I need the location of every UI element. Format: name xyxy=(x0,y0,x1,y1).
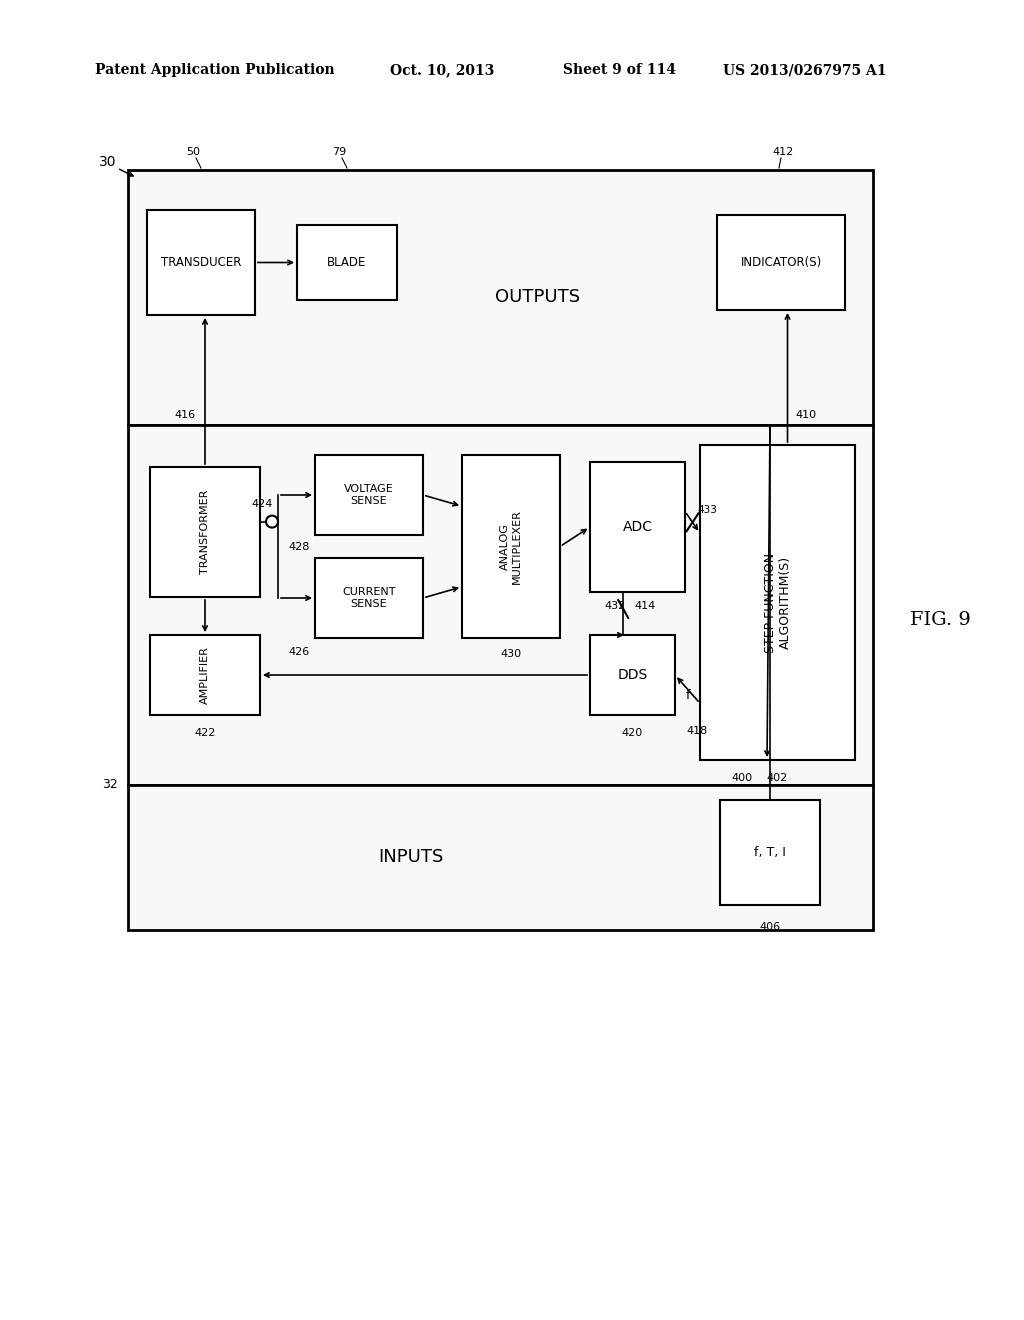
Text: 402: 402 xyxy=(767,774,788,783)
Text: 430: 430 xyxy=(501,649,521,659)
Text: 433: 433 xyxy=(697,506,718,515)
Text: Patent Application Publication: Patent Application Publication xyxy=(95,63,335,77)
Bar xyxy=(128,785,873,931)
Bar xyxy=(128,425,873,785)
Text: AMPLIFIER: AMPLIFIER xyxy=(200,645,210,704)
Bar xyxy=(700,445,855,760)
Text: 50: 50 xyxy=(186,147,200,157)
Text: 410: 410 xyxy=(795,411,816,420)
Bar xyxy=(590,635,675,715)
Text: INPUTS: INPUTS xyxy=(379,849,443,866)
Text: CURRENT
SENSE: CURRENT SENSE xyxy=(342,587,395,609)
Bar xyxy=(150,635,260,715)
Text: 79: 79 xyxy=(332,147,346,157)
Bar xyxy=(720,800,820,906)
Bar xyxy=(462,455,560,638)
Text: STEP FUNCTION
ALGORITHM(S): STEP FUNCTION ALGORITHM(S) xyxy=(764,553,792,652)
Bar xyxy=(297,224,397,300)
Text: 422: 422 xyxy=(195,729,216,738)
Text: 416: 416 xyxy=(174,411,196,420)
Text: f, T, I: f, T, I xyxy=(754,846,786,859)
Text: 420: 420 xyxy=(622,729,643,738)
Bar xyxy=(128,170,873,425)
Bar xyxy=(590,462,685,591)
Bar xyxy=(717,215,845,310)
Text: 400: 400 xyxy=(731,774,753,783)
Text: Oct. 10, 2013: Oct. 10, 2013 xyxy=(390,63,495,77)
Text: BLADE: BLADE xyxy=(328,256,367,269)
Text: DDS: DDS xyxy=(617,668,647,682)
Bar xyxy=(150,467,260,597)
Text: 428: 428 xyxy=(289,543,310,552)
Text: f: f xyxy=(686,689,690,702)
Text: Sheet 9 of 114: Sheet 9 of 114 xyxy=(563,63,676,77)
Text: FIG. 9: FIG. 9 xyxy=(909,611,971,630)
Text: 406: 406 xyxy=(760,921,780,932)
Text: 418: 418 xyxy=(686,726,708,737)
Text: VOLTAGE
SENSE: VOLTAGE SENSE xyxy=(344,484,394,506)
Text: 414: 414 xyxy=(635,601,656,611)
Text: INDICATOR(S): INDICATOR(S) xyxy=(740,256,821,269)
Text: TRANSDUCER: TRANSDUCER xyxy=(161,256,242,269)
Text: ADC: ADC xyxy=(623,520,652,535)
Bar xyxy=(315,558,423,638)
Text: 32: 32 xyxy=(102,779,118,792)
Text: 424: 424 xyxy=(251,499,272,508)
Text: 412: 412 xyxy=(772,147,794,157)
Text: US 2013/0267975 A1: US 2013/0267975 A1 xyxy=(723,63,887,77)
Text: 432: 432 xyxy=(604,601,626,611)
Text: TRANSFORMER: TRANSFORMER xyxy=(200,490,210,574)
Bar xyxy=(147,210,255,315)
Text: 30: 30 xyxy=(99,154,117,169)
Bar xyxy=(315,455,423,535)
Text: ANALOG
MULTIPLEXER: ANALOG MULTIPLEXER xyxy=(500,510,522,583)
Text: OUTPUTS: OUTPUTS xyxy=(496,289,581,306)
Text: 426: 426 xyxy=(289,647,310,657)
